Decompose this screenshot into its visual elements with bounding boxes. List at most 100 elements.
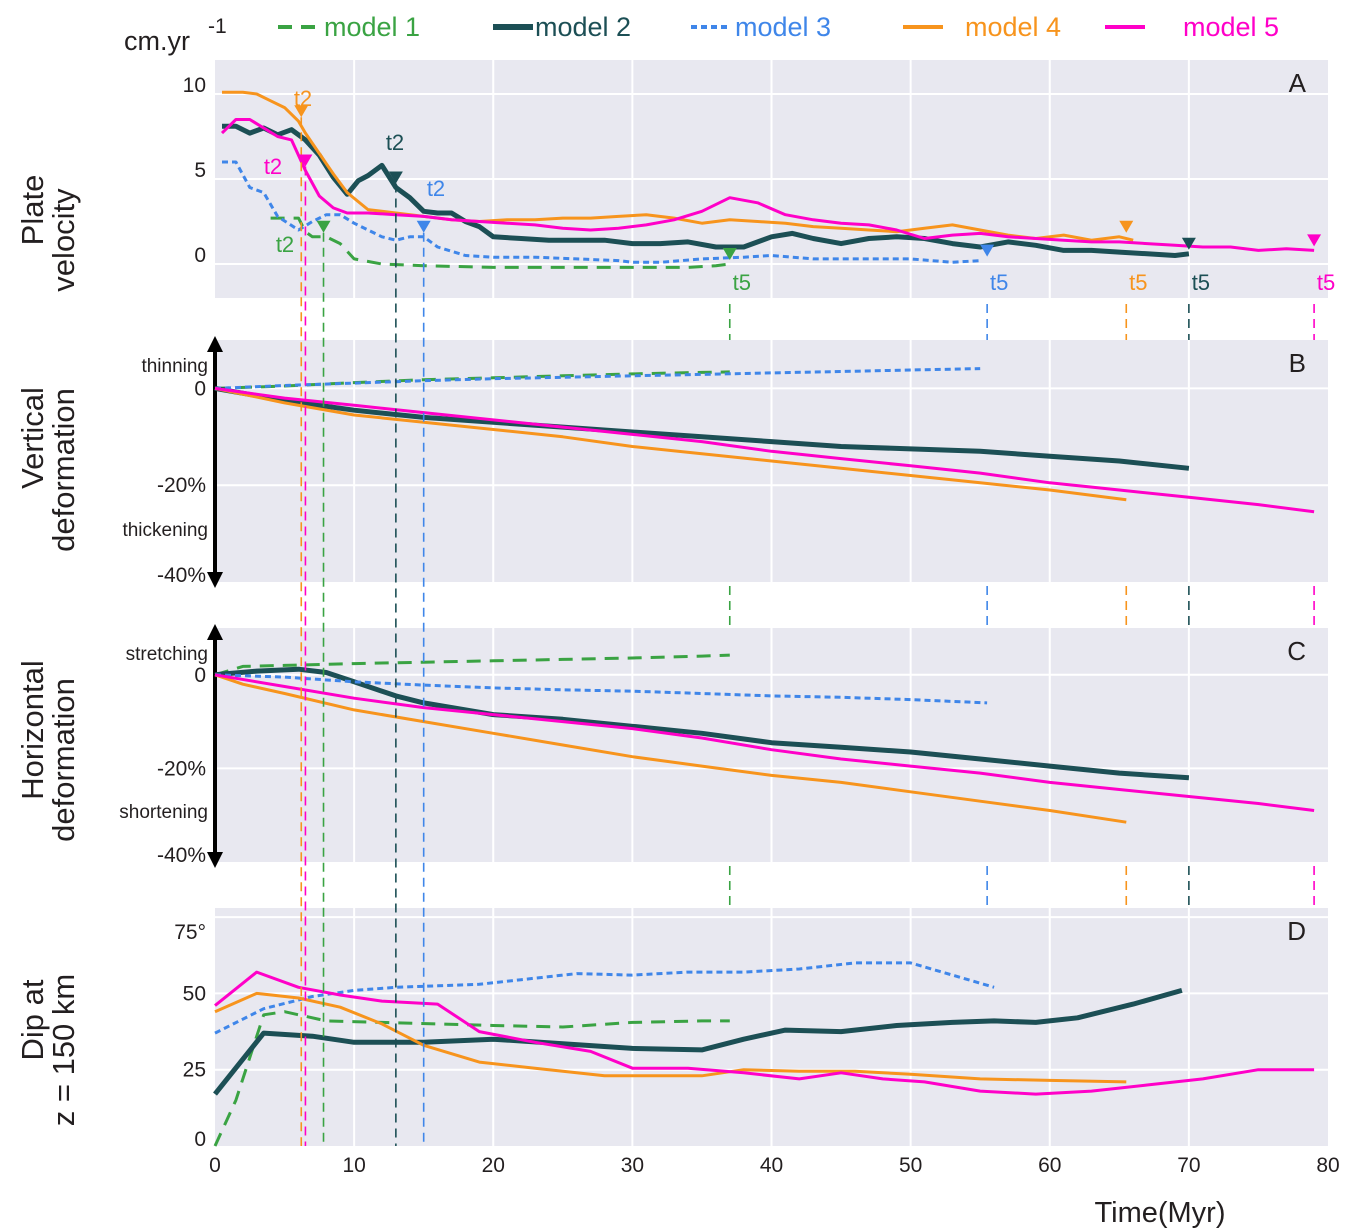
series-line-model-3 [214,673,988,705]
series-line-model-5 [220,118,1315,252]
marker-t5-model-2: t5 [1181,237,1210,908]
series-line-model-4 [214,991,1127,1084]
marker-t5-model-3: t5 [980,244,1008,908]
marker-triangle [1307,234,1322,247]
panel-letter: B [1289,348,1306,378]
marker-t2-model-2: t2 [386,130,404,1146]
y-axis-label-line2: z = 150 km [46,974,81,1127]
y-axis-label-line2: velocity [46,188,81,292]
y-axis-label-line2: deformation [46,388,81,552]
marker-triangle [1119,220,1134,233]
marker-triangle [294,105,309,118]
x-tick-label: 80 [1316,1154,1339,1177]
legend-label: model 5 [1183,12,1279,42]
y-tick-label: 0 [194,664,206,687]
marker-t5-model-4: t5 [1119,220,1147,908]
y-tick-label: 10 [183,74,206,97]
marker-t5-model-1: t5 [722,248,751,908]
x-axis-label: Time(Myr) [1095,1197,1226,1229]
panel-letter: C [1287,636,1306,666]
plot-panels: 1050PlatevelocityA0-20%-40%Verticaldefor… [15,60,1328,1151]
y-tick-label: 25 [183,1059,206,1082]
direction-label-bottom: shortening [119,802,208,823]
direction-arrow-down [207,852,223,868]
y-axis-label-line1: Plate [15,175,50,246]
legend-item-1: model 1 [278,12,420,42]
marker-label: t5 [1317,270,1335,295]
x-tick-label: 50 [899,1154,922,1177]
marker-triangle [388,171,403,184]
legend-item-3: model 3 [691,12,831,42]
y-axis-label-line1: Horizontal [15,660,50,800]
y-axis-label-line2: deformation [46,678,81,842]
marker-label: t2 [276,232,294,257]
y-tick-label: 75° [174,921,206,944]
unit-superscript: -1 [208,15,227,38]
direction-arrow-up [207,624,223,640]
series-line-model-3 [214,961,995,1035]
legend: cm.yr -1 model 1 model 2 model 3 model 4 model… [124,12,1279,56]
y-axis-label-line1: Vertical [15,387,50,489]
unit-label: cm.yr [124,26,190,56]
y-tick-label: 0 [194,244,206,267]
marker-label: t2 [386,130,404,155]
panel-D: 75° 50 25 0 Dip atz = 150 km D [15,908,1328,1151]
marker-label: t5 [1129,270,1147,295]
direction-arrow-up [207,336,223,352]
direction-label-top: thinning [141,356,208,377]
x-tick-label: 60 [1038,1154,1061,1177]
x-tick-label: 20 [482,1154,505,1177]
marker-triangle [722,248,737,260]
y-tick-label: 50 [183,982,206,1005]
direction-arrow-down [207,572,223,588]
series-line-model-5 [214,970,1315,1096]
marker-triangle [298,154,313,167]
marker-label: t2 [264,154,282,179]
y-tick-label: -40% [157,844,206,867]
series-line-model-1 [270,216,730,269]
x-tick-label: 0 [209,1154,221,1177]
x-axis: 0 10 20 30 40 50 60 70 80 Time(Myr) [209,1154,1340,1229]
series-line-model-4 [214,386,1127,502]
y-tick-label: 0 [194,377,206,400]
x-tick-label: 40 [760,1154,783,1177]
series-line-model-4 [214,673,1127,824]
x-tick-label: 10 [342,1154,365,1177]
legend-label: model 1 [324,12,420,42]
marker-triangle [416,220,431,233]
event-guide-lines: t2 t2 t2 t2 t2 t5 t5 t5 t5 t5 [264,86,1335,1146]
legend-label: model 3 [735,12,831,42]
series-line-model-4 [222,90,1134,242]
series-line-model-2 [214,666,1190,781]
x-tick-label: 30 [621,1154,644,1177]
marker-t2-model-4: t2 [294,86,312,1146]
y-tick-label: -40% [157,564,206,587]
y-axis-label-line1: Dip at [15,979,50,1060]
marker-label: t2 [427,176,445,201]
series-line-model-3 [214,367,981,390]
marker-label: t5 [990,270,1008,295]
marker-triangle [316,220,331,233]
marker-triangle [1181,237,1196,250]
series-line-model-5 [214,386,1315,514]
y-tick-label: -20% [157,474,206,497]
legend-item-2: model 2 [493,12,631,42]
legend-item-5: model 5 [1105,12,1279,42]
series-line-model-5 [214,673,1315,812]
marker-label: t5 [1192,270,1210,295]
series-line-model-1 [214,653,730,677]
marker-t2-model-1: t2 [276,220,331,1146]
y-tick-label: 0 [194,1128,206,1151]
panel-letter: A [1289,68,1307,98]
marker-t5-model-5: t5 [1307,234,1335,908]
direction-label-bottom: thickening [122,520,208,541]
marker-triangle [980,244,995,257]
marker-t2-model-5: t2 [264,154,313,1146]
marker-label: t5 [733,270,751,295]
marker-label: t2 [294,86,312,111]
x-tick-label: 70 [1177,1154,1200,1177]
